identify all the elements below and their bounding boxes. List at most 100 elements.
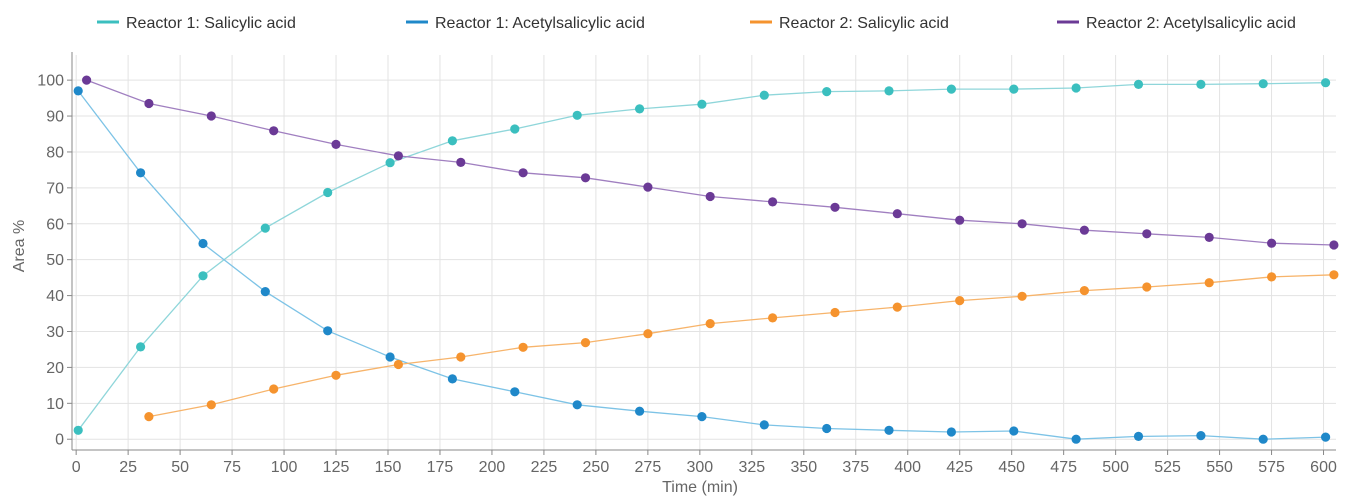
axes: 0 25 50 75 100 125 150 175 200 225 250 275 300 325 350… bbox=[37, 52, 1337, 476]
data-point[interactable] bbox=[1321, 432, 1331, 442]
data-point[interactable] bbox=[884, 86, 894, 96]
data-point[interactable] bbox=[331, 139, 341, 149]
data-point[interactable] bbox=[260, 223, 270, 233]
data-point[interactable] bbox=[136, 342, 146, 352]
data-point[interactable] bbox=[572, 400, 582, 410]
data-point[interactable] bbox=[1196, 431, 1206, 441]
x-tick-label: 475 bbox=[1050, 459, 1077, 476]
data-point[interactable] bbox=[1071, 434, 1081, 444]
data-point[interactable] bbox=[946, 427, 957, 437]
data-point[interactable] bbox=[456, 157, 466, 167]
data-point[interactable] bbox=[456, 352, 466, 362]
data-point[interactable] bbox=[1133, 431, 1144, 441]
data-point[interactable] bbox=[705, 319, 715, 329]
data-point[interactable] bbox=[580, 338, 591, 348]
data-point[interactable] bbox=[697, 99, 707, 109]
data-point[interactable] bbox=[1204, 278, 1214, 288]
data-point[interactable] bbox=[206, 111, 216, 121]
legend-item-2[interactable]: Reactor 1: Acetylsalicylic acid bbox=[406, 15, 645, 32]
y-tick-label: 60 bbox=[46, 216, 64, 233]
legend-item-4[interactable]: Reactor 2: Acetylsalicylic acid bbox=[1057, 15, 1296, 32]
data-point[interactable] bbox=[635, 104, 645, 114]
data-point[interactable] bbox=[635, 406, 645, 416]
data-point[interactable] bbox=[768, 313, 778, 323]
data-point[interactable] bbox=[768, 197, 778, 207]
data-point[interactable] bbox=[1079, 225, 1089, 235]
data-point[interactable] bbox=[518, 342, 528, 352]
legend-item-1[interactable]: Reactor 1: Salicylic acid bbox=[97, 15, 296, 32]
data-point[interactable] bbox=[73, 86, 83, 96]
data-point[interactable] bbox=[1009, 426, 1019, 436]
data-point[interactable] bbox=[144, 98, 154, 109]
data-point[interactable] bbox=[510, 387, 520, 397]
data-point[interactable] bbox=[1267, 238, 1277, 248]
data-point[interactable] bbox=[136, 168, 146, 178]
data-point[interactable] bbox=[705, 191, 715, 202]
legend-item-3[interactable]: Reactor 2: Salicylic acid bbox=[750, 15, 949, 32]
x-tick-label: 300 bbox=[686, 459, 713, 476]
data-point[interactable] bbox=[643, 182, 653, 192]
data-point[interactable] bbox=[323, 326, 333, 336]
data-point[interactable] bbox=[1017, 219, 1027, 229]
data-point[interactable] bbox=[447, 374, 457, 384]
data-point[interactable] bbox=[447, 136, 457, 146]
data-point[interactable] bbox=[759, 90, 769, 100]
data-point[interactable] bbox=[1267, 272, 1277, 282]
data-point[interactable] bbox=[1133, 79, 1144, 89]
data-point[interactable] bbox=[385, 352, 395, 362]
data-point[interactable] bbox=[73, 425, 83, 435]
data-point[interactable] bbox=[830, 307, 840, 318]
data-point[interactable] bbox=[331, 370, 341, 380]
data-point[interactable] bbox=[385, 158, 395, 168]
data-point[interactable] bbox=[1142, 229, 1152, 239]
data-point[interactable] bbox=[697, 412, 707, 422]
data-point[interactable] bbox=[955, 215, 965, 225]
data-point[interactable] bbox=[1329, 270, 1339, 280]
x-tick-label: 400 bbox=[894, 459, 921, 476]
data-point[interactable] bbox=[946, 84, 957, 94]
legend-label: Reactor 2: Salicylic acid bbox=[779, 15, 949, 32]
data-point[interactable] bbox=[393, 359, 403, 370]
data-point[interactable] bbox=[580, 173, 591, 183]
data-point[interactable] bbox=[269, 126, 279, 136]
data-point[interactable] bbox=[323, 187, 333, 198]
data-point[interactable] bbox=[1017, 291, 1027, 301]
data-point[interactable] bbox=[1204, 232, 1214, 242]
data-point[interactable] bbox=[643, 329, 653, 339]
data-point[interactable] bbox=[884, 425, 894, 435]
data-point[interactable] bbox=[1142, 282, 1152, 292]
data-point[interactable] bbox=[198, 271, 208, 281]
data-point[interactable] bbox=[206, 400, 216, 410]
data-point[interactable] bbox=[955, 296, 965, 306]
data-point[interactable] bbox=[269, 384, 279, 394]
data-point[interactable] bbox=[1321, 78, 1331, 88]
data-point[interactable] bbox=[830, 202, 840, 212]
data-point[interactable] bbox=[198, 238, 208, 249]
data-point[interactable] bbox=[82, 75, 92, 85]
data-point[interactable] bbox=[822, 87, 832, 97]
data-point[interactable] bbox=[1196, 79, 1206, 89]
data-point[interactable] bbox=[892, 302, 902, 312]
data-point[interactable] bbox=[260, 287, 270, 297]
y-tick-label: 100 bbox=[37, 73, 64, 90]
data-point[interactable] bbox=[393, 151, 403, 161]
data-point[interactable] bbox=[1079, 286, 1089, 296]
data-point[interactable] bbox=[1258, 79, 1268, 89]
data-point[interactable] bbox=[1329, 240, 1339, 250]
data-point[interactable] bbox=[822, 423, 832, 434]
data-point[interactable] bbox=[1009, 84, 1019, 94]
x-tick-label: 100 bbox=[271, 459, 298, 476]
data-point[interactable] bbox=[1071, 83, 1081, 93]
y-tick-label: 0 bbox=[55, 432, 64, 449]
data-point[interactable] bbox=[1258, 434, 1268, 444]
data-point[interactable] bbox=[892, 209, 902, 219]
series-line bbox=[77, 82, 1326, 431]
y-tick-label: 80 bbox=[46, 144, 64, 161]
data-point[interactable] bbox=[572, 110, 582, 120]
data-point[interactable] bbox=[144, 412, 154, 422]
x-tick-label: 550 bbox=[1206, 459, 1233, 476]
data-point[interactable] bbox=[759, 420, 769, 430]
data-point[interactable] bbox=[510, 124, 520, 134]
data-point[interactable] bbox=[518, 168, 528, 178]
